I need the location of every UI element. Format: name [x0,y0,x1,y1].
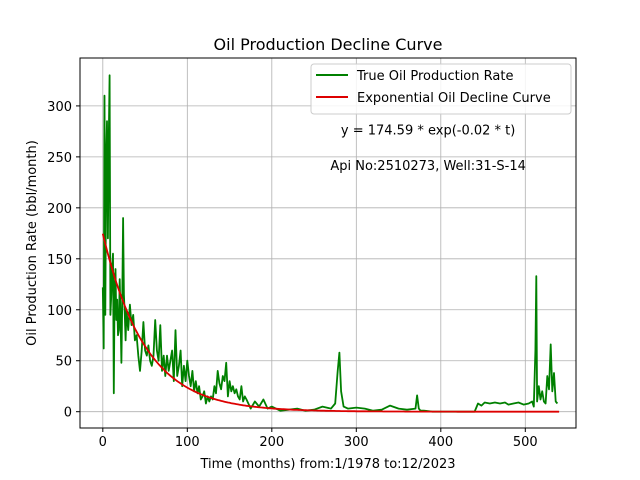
x-tick-label: 0 [99,435,107,450]
x-tick-label: 500 [513,435,538,450]
legend-box [310,63,572,115]
annotation-text-1: Api No:2510273, Well:31-S-14 [330,159,526,174]
series-line-true-rate [101,74,559,413]
legend: True Oil Production Rate Exponential Oil… [310,63,572,115]
y-tick-label: 0 [64,406,72,421]
y-tick-label: 250 [47,151,72,166]
y-tick-label: 300 [47,100,72,115]
y-tick-label: 150 [47,253,72,268]
annotation-text-0: y = 174.59 * exp(-0.02 * t) [341,123,515,138]
plot-frame [79,57,577,429]
x-axis-label: Time (months) from:1/1978 to:12/2023 [199,457,455,472]
y-tick-label: 50 [55,355,72,370]
x-tick-label: 300 [344,435,369,450]
y-tick-label: 200 [47,202,72,217]
axis-ticks: 0 100 200 300 400 500 0 50 100 150 200 250 300 [47,100,538,450]
x-tick-label: 200 [259,435,284,450]
y-tick-label: 100 [47,304,72,319]
x-tick-label: 100 [175,435,200,450]
y-axis-label: Oil Production Rate (bbl/month) [25,140,40,346]
series-line-decline-curve [101,233,560,413]
legend-label-decline-curve: Exponential Oil Decline Curve [357,91,551,106]
chart-title: Oil Production Decline Curve [214,35,443,54]
x-tick-label: 400 [428,435,453,450]
legend-label-true-rate: True Oil Production Rate [356,69,513,84]
annotations: y = 174.59 * exp(-0.02 * t) Api No:251027… [330,123,526,174]
series-group [101,74,560,413]
